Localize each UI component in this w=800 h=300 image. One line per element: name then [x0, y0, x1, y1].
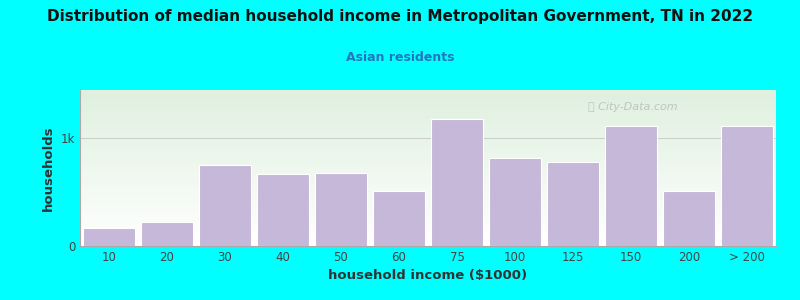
Bar — [83, 228, 134, 246]
Bar — [663, 191, 714, 246]
Bar — [606, 125, 657, 246]
Bar — [315, 173, 366, 246]
Text: Ⓢ City-Data.com: Ⓢ City-Data.com — [588, 103, 678, 112]
Bar — [374, 191, 425, 246]
Bar — [199, 165, 250, 246]
Bar — [258, 174, 309, 246]
Text: Asian residents: Asian residents — [346, 51, 454, 64]
Bar — [431, 119, 482, 246]
Bar — [547, 162, 598, 246]
X-axis label: household income ($1000): household income ($1000) — [329, 269, 527, 282]
Bar — [142, 222, 193, 246]
Text: Distribution of median household income in Metropolitan Government, TN in 2022: Distribution of median household income … — [47, 9, 753, 24]
Y-axis label: households: households — [42, 125, 55, 211]
Bar — [490, 158, 541, 246]
Bar — [722, 125, 773, 246]
